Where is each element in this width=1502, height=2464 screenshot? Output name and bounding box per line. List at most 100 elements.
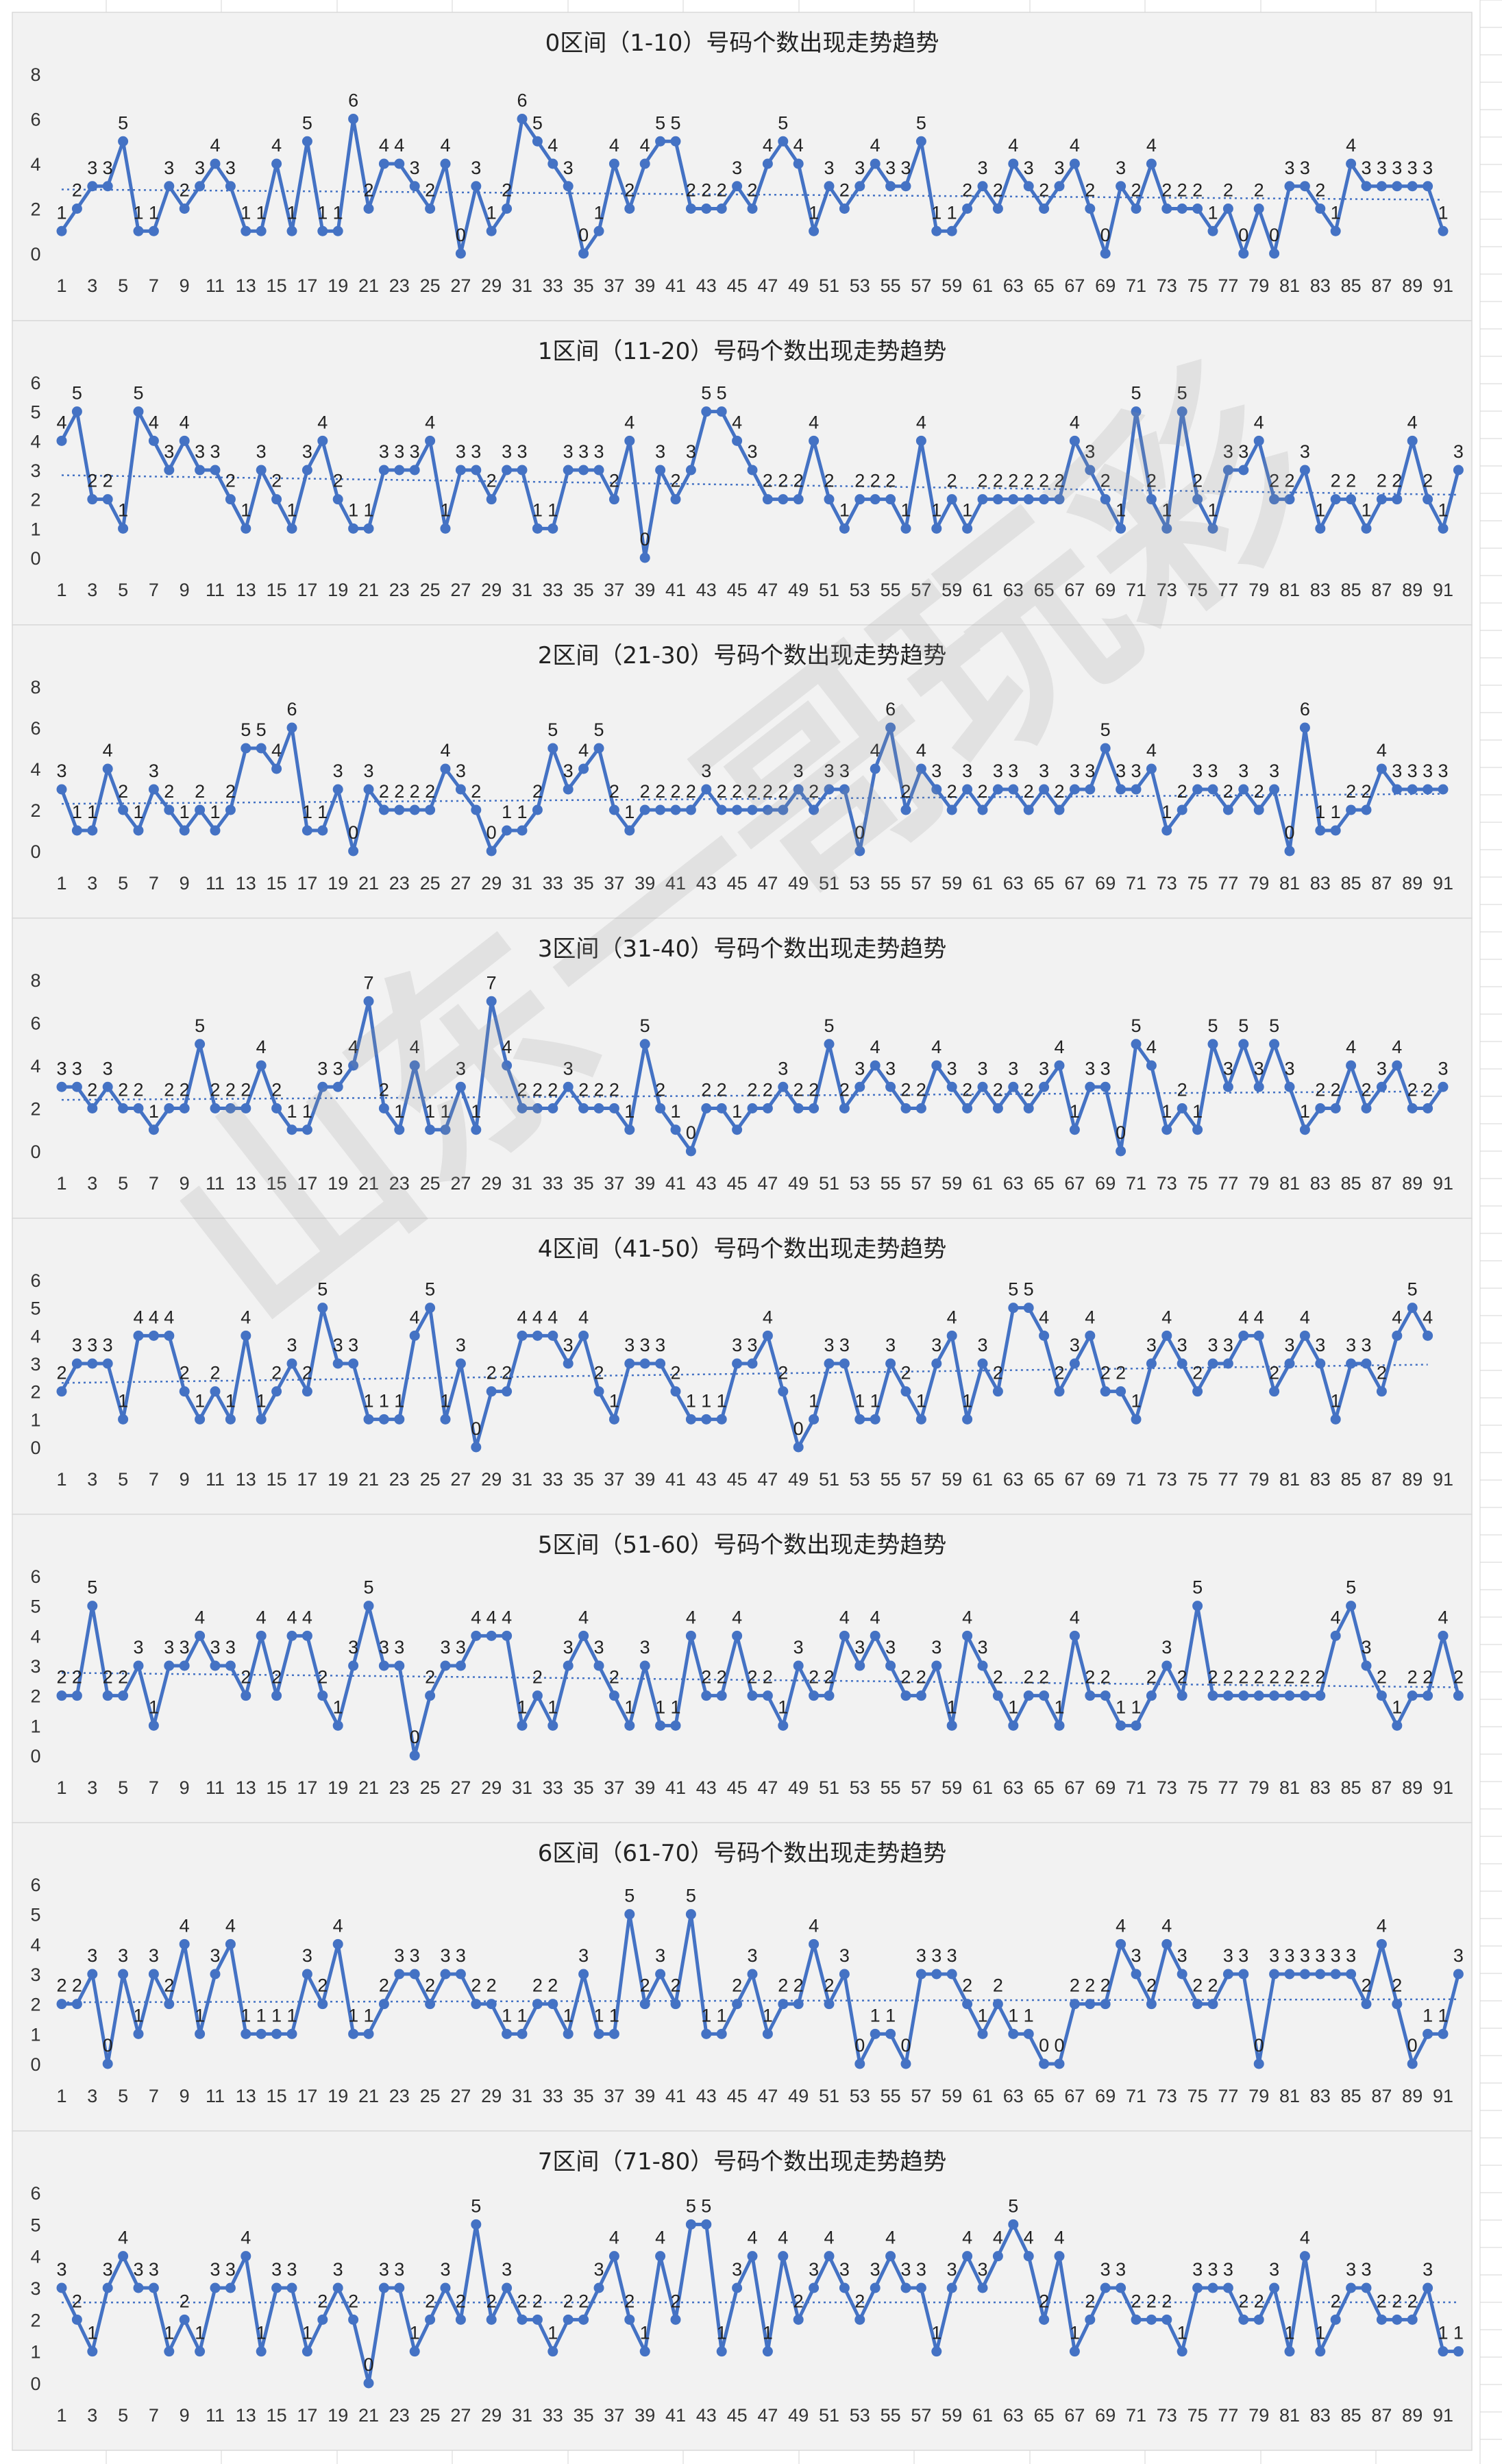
data-label: 3: [578, 1945, 589, 1966]
data-point: [1039, 2058, 1050, 2069]
data-label: 1: [363, 500, 373, 520]
data-label: 1: [1331, 1390, 1341, 1411]
data-point: [87, 494, 98, 505]
data-point: [486, 846, 497, 857]
data-point: [241, 1690, 251, 1701]
data-point: [854, 181, 865, 192]
x-tick-label: 37: [604, 1173, 624, 1194]
data-point: [885, 1660, 896, 1671]
x-tick-label: 89: [1402, 1173, 1423, 1194]
data-label: 3: [348, 1637, 358, 1658]
data-label: 4: [824, 2228, 834, 2248]
data-label: 1: [302, 1101, 312, 1122]
data-label: 2: [195, 781, 205, 802]
x-tick-label: 65: [1034, 2086, 1055, 2106]
x-tick-label: 49: [788, 1173, 809, 1194]
data-point: [1146, 1060, 1157, 1071]
data-point: [1069, 435, 1080, 446]
data-point: [133, 1103, 144, 1113]
data-label: 3: [947, 1945, 957, 1966]
data-point: [747, 804, 758, 815]
data-point: [793, 1660, 804, 1671]
x-tick-label: 67: [1064, 275, 1085, 296]
y-tick-label: 4: [30, 759, 40, 780]
data-label: 2: [532, 1975, 543, 1996]
data-point: [378, 1999, 389, 2010]
data-label: 1: [302, 2323, 312, 2343]
data-label: 3: [1284, 1058, 1294, 1079]
y-tick-label: 2: [30, 1686, 40, 1707]
x-tick-label: 17: [297, 2086, 317, 2106]
data-point: [824, 1039, 835, 1050]
x-tick-label: 23: [389, 1173, 410, 1194]
data-label: 2: [133, 1080, 143, 1100]
data-point: [1085, 1330, 1096, 1341]
x-tick-label: 15: [267, 580, 287, 600]
x-tick-label: 23: [389, 580, 410, 600]
data-point: [118, 523, 129, 534]
data-label: 1: [732, 1101, 742, 1122]
data-point: [455, 1660, 466, 1671]
data-label: 1: [502, 2005, 512, 2025]
data-label: 3: [854, 1058, 865, 1079]
data-point: [286, 2282, 297, 2293]
data-label: 2: [394, 781, 404, 802]
data-point: [1330, 225, 1341, 236]
data-point: [517, 2314, 528, 2325]
trendline: [61, 1672, 1459, 1688]
data-point: [578, 1969, 589, 1980]
x-tick-label: 31: [512, 1469, 532, 1490]
data-label: 1: [809, 202, 819, 223]
data-label: 3: [854, 1637, 865, 1658]
x-tick-label: 91: [1433, 1777, 1453, 1798]
data-point: [471, 804, 482, 815]
x-tick-label: 77: [1218, 873, 1238, 894]
data-label: 3: [1269, 761, 1279, 781]
data-point: [517, 465, 528, 476]
data-point: [317, 1690, 328, 1701]
x-tick-label: 19: [328, 2405, 348, 2426]
data-label: 2: [916, 1080, 926, 1100]
data-label: 1: [624, 1697, 635, 1717]
data-point: [179, 1386, 190, 1397]
data-point: [839, 1630, 850, 1641]
data-label: 2: [532, 781, 543, 802]
data-point: [747, 2251, 758, 2262]
data-point: [824, 494, 835, 505]
data-point: [301, 136, 312, 147]
data-label: 3: [379, 441, 389, 462]
data-label: 1: [317, 202, 328, 223]
data-point: [1008, 784, 1019, 795]
data-point: [1284, 1081, 1295, 1092]
data-label: 2: [1361, 1975, 1371, 1996]
data-label: 2: [517, 2291, 527, 2311]
data-label: 2: [1054, 471, 1064, 491]
data-label: 3: [977, 158, 987, 178]
data-point: [701, 1103, 712, 1113]
data-label: 3: [1070, 1335, 1080, 1355]
data-label: 1: [1423, 2005, 1433, 2025]
data-label: 3: [1161, 1637, 1172, 1658]
data-point: [1161, 1938, 1172, 1949]
data-point: [1299, 1969, 1310, 1980]
data-point: [1207, 1039, 1218, 1050]
data-point: [532, 1330, 543, 1341]
data-label: 1: [563, 2005, 574, 2025]
data-point: [778, 1999, 789, 2010]
data-point: [409, 1750, 420, 1761]
data-point: [854, 494, 865, 505]
data-label: 4: [778, 2228, 788, 2248]
data-label: 2: [225, 1080, 236, 1100]
data-point: [195, 2028, 206, 2039]
x-tick-label: 25: [420, 1173, 441, 1194]
data-point: [1085, 784, 1096, 795]
data-point: [1069, 158, 1080, 169]
data-point: [1238, 784, 1249, 795]
data-point: [762, 1103, 773, 1113]
data-label: 3: [72, 1335, 82, 1355]
data-label: 2: [271, 1667, 282, 1688]
data-label: 3: [87, 1335, 97, 1355]
data-point: [1146, 2314, 1157, 2325]
data-point: [793, 494, 804, 505]
data-point: [486, 1999, 497, 2010]
